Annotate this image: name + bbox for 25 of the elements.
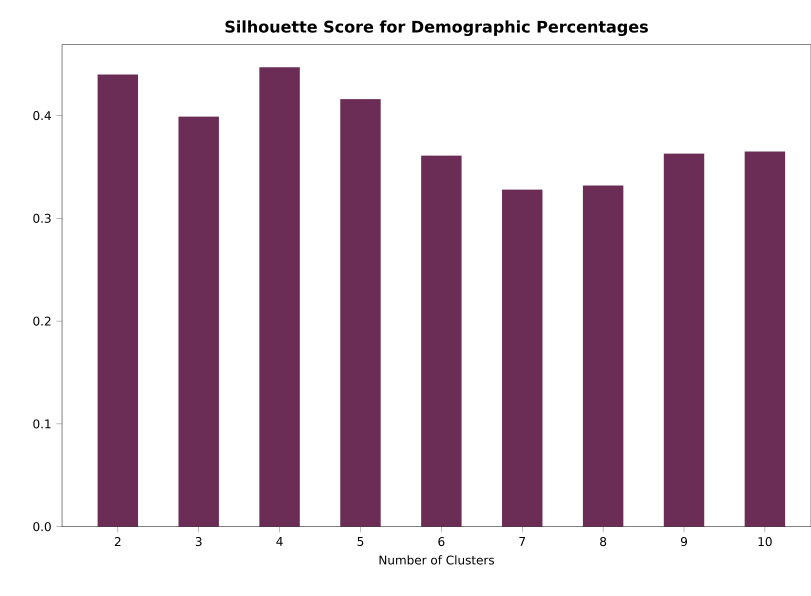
y-tick-label: 0.3 bbox=[33, 214, 51, 223]
bar bbox=[340, 99, 381, 527]
bar bbox=[502, 190, 542, 527]
x-tick-label: 9 bbox=[680, 537, 687, 546]
x-tick-label: 8 bbox=[600, 537, 606, 546]
bar bbox=[582, 185, 624, 527]
y-tick-label: 0.0 bbox=[33, 522, 51, 532]
bar bbox=[98, 74, 138, 527]
y-tick-label: 0.4 bbox=[33, 111, 51, 120]
chart-title: Silhouette Score for Demographic Percentages bbox=[225, 20, 648, 36]
x-tick-label: 3 bbox=[196, 537, 202, 546]
x-axis-title: Number of Clusters bbox=[380, 555, 494, 565]
y-tick-label: 0.2 bbox=[33, 316, 50, 326]
y-tick-label: 0.1 bbox=[33, 419, 50, 428]
x-tick-label: 7 bbox=[519, 537, 526, 546]
bar bbox=[421, 156, 462, 527]
x-tick-label: 6 bbox=[438, 537, 444, 546]
x-tick-label: 2 bbox=[114, 537, 120, 546]
bar bbox=[178, 116, 219, 527]
bar bbox=[259, 67, 300, 527]
x-tick-label: 10 bbox=[758, 537, 772, 546]
bar bbox=[664, 154, 704, 527]
bar bbox=[744, 152, 786, 527]
x-tick-label: 4 bbox=[276, 537, 283, 546]
x-tick-label: 5 bbox=[358, 537, 364, 546]
